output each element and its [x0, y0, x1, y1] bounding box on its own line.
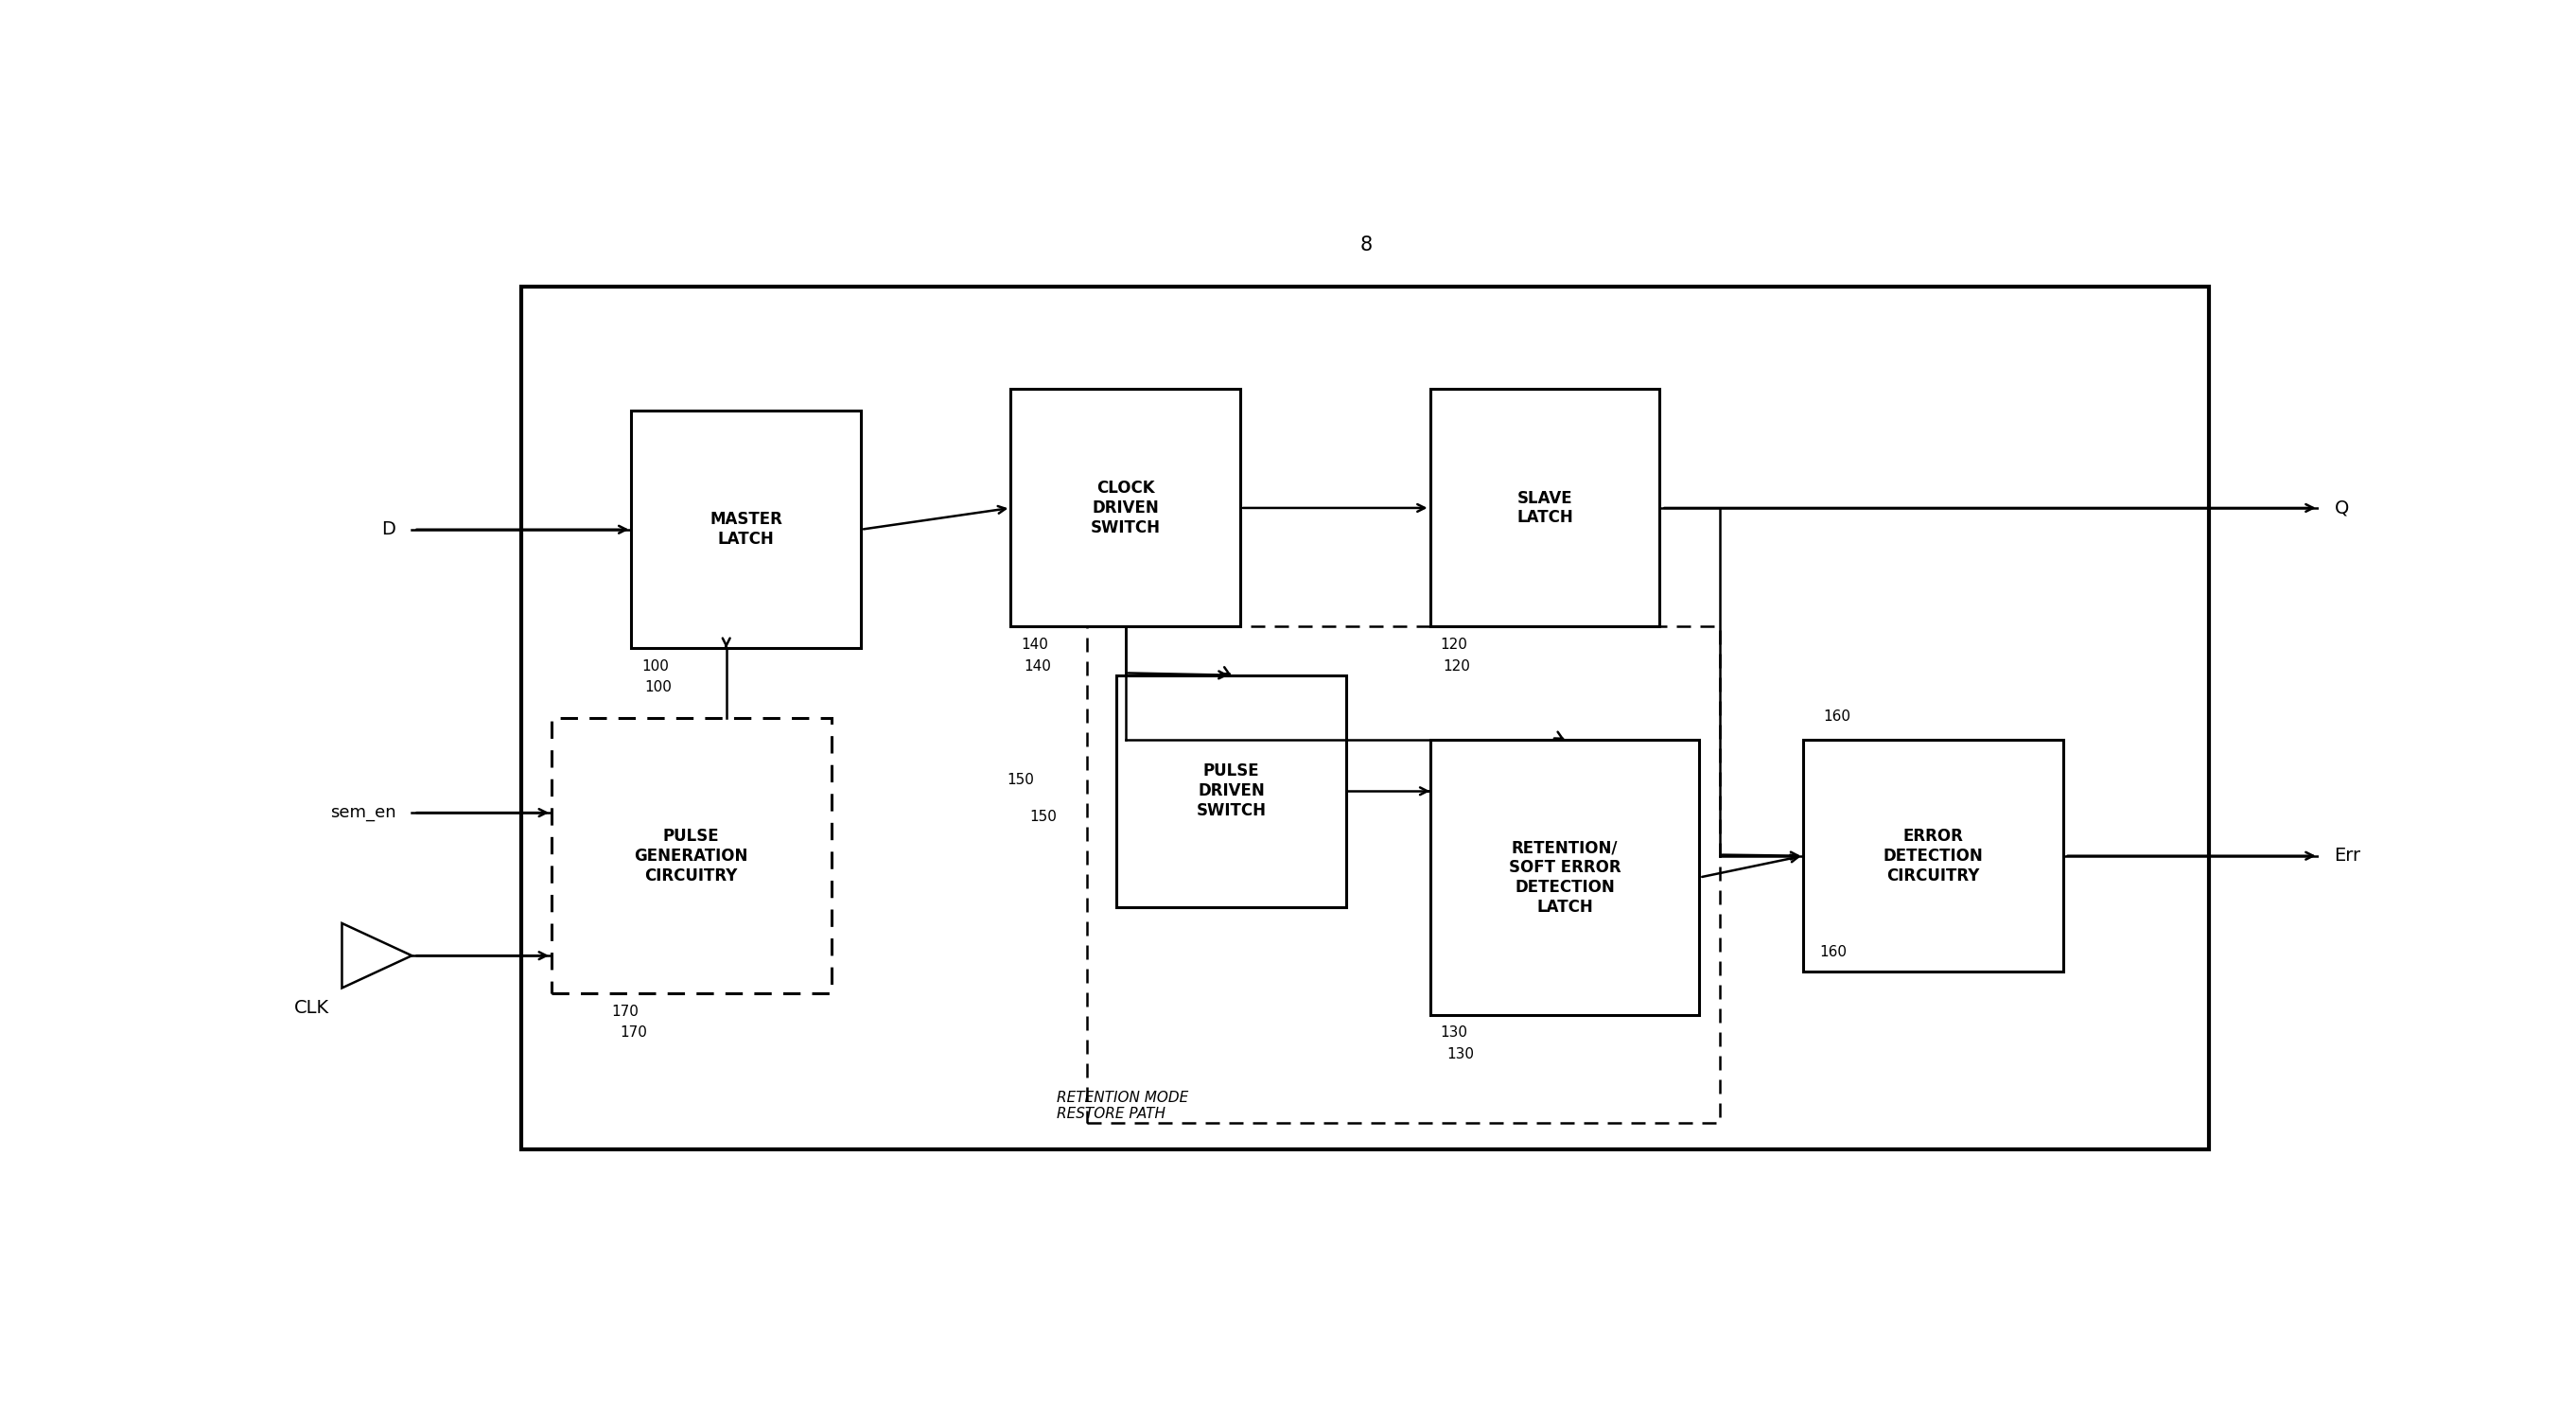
Text: ERROR
DETECTION
CIRCUITRY: ERROR DETECTION CIRCUITRY	[1883, 828, 1984, 884]
Text: 150: 150	[1030, 810, 1056, 824]
Text: CLK: CLK	[294, 999, 330, 1017]
Text: RETENTION/
SOFT ERROR
DETECTION
LATCH: RETENTION/ SOFT ERROR DETECTION LATCH	[1510, 839, 1620, 915]
Text: 150: 150	[1007, 773, 1033, 787]
Text: 130: 130	[1440, 1026, 1468, 1040]
Text: 170: 170	[618, 1026, 647, 1040]
Text: 160: 160	[1824, 709, 1850, 724]
Text: 140: 140	[1020, 637, 1048, 651]
Bar	[631, 410, 860, 649]
Text: PULSE
GENERATION
CIRCUITRY: PULSE GENERATION CIRCUITRY	[634, 828, 747, 884]
Bar	[551, 719, 832, 993]
Text: MASTER
LATCH: MASTER LATCH	[711, 511, 783, 548]
Text: Q: Q	[2334, 499, 2349, 517]
Bar	[1803, 740, 2063, 972]
Text: PULSE
DRIVEN
SWITCH: PULSE DRIVEN SWITCH	[1195, 764, 1267, 820]
Text: CLOCK
DRIVEN
SWITCH: CLOCK DRIVEN SWITCH	[1090, 479, 1162, 537]
Text: 120: 120	[1443, 658, 1471, 672]
Text: 130: 130	[1448, 1048, 1473, 1062]
Text: 120: 120	[1440, 637, 1468, 651]
Text: Err: Err	[2334, 846, 2362, 864]
Bar	[1010, 389, 1239, 626]
Text: 170: 170	[611, 1005, 639, 1019]
Text: 100: 100	[641, 658, 670, 672]
Polygon shape	[343, 923, 412, 988]
Text: RETENTION MODE
RESTORE PATH: RETENTION MODE RESTORE PATH	[1056, 1090, 1188, 1121]
Text: 8: 8	[1360, 235, 1373, 255]
Text: D: D	[381, 521, 397, 538]
Bar	[1115, 675, 1347, 906]
Bar	[1087, 626, 1721, 1122]
Bar	[1430, 740, 1700, 1014]
Text: sem_en: sem_en	[330, 804, 397, 821]
Text: SLAVE
LATCH: SLAVE LATCH	[1517, 489, 1574, 527]
Bar	[1430, 389, 1659, 626]
Text: 160: 160	[1819, 944, 1847, 960]
Bar	[520, 287, 2208, 1150]
Text: 100: 100	[644, 681, 672, 695]
Text: 140: 140	[1023, 658, 1051, 672]
